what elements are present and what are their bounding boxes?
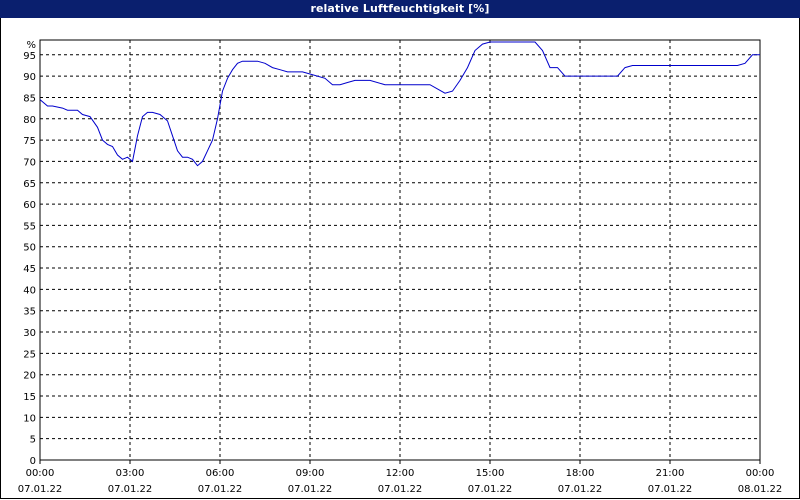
y-tick-label: 70: [23, 157, 36, 168]
y-tick-label: 80: [23, 115, 36, 126]
y-tick-label: 10: [23, 413, 36, 424]
y-tick-label: 60: [23, 200, 36, 211]
x-tick-date-label: 07.01.22: [288, 484, 333, 495]
x-tick-time-label: 15:00: [476, 468, 505, 479]
y-tick-label: 50: [23, 243, 36, 254]
x-tick-time-label: 09:00: [296, 468, 325, 479]
y-tick-label: 75: [23, 136, 36, 147]
y-tick-label: 65: [23, 179, 36, 190]
plot-frame: [39, 39, 761, 461]
y-tick-label: 45: [23, 264, 36, 275]
x-tick-time-label: 21:00: [656, 468, 685, 479]
chart-title: relative Luftfeuchtigkeit [%]: [0, 0, 800, 18]
x-tick-date-label: 07.01.22: [18, 484, 63, 495]
x-tick-time-label: 18:00: [566, 468, 595, 479]
y-tick-label: 5: [30, 435, 36, 446]
x-tick-date-label: 07.01.22: [378, 484, 423, 495]
y-tick-label: 55: [23, 221, 36, 232]
y-tick-label: 95: [23, 51, 36, 62]
y-tick-label: 85: [23, 93, 36, 104]
humidity-series-line: [39, 41, 760, 167]
x-tick-date-label: 07.01.22: [648, 484, 693, 495]
y-tick-label: 40: [23, 285, 36, 296]
x-tick-date-label: 07.01.22: [468, 484, 513, 495]
y-tick-label: 15: [23, 392, 36, 403]
x-tick-date-label: 07.01.22: [198, 484, 243, 495]
x-tick-date-label: 08.01.22: [738, 484, 783, 495]
x-tick-time-label: 03:00: [116, 468, 145, 479]
x-tick-time-label: 00:00: [746, 468, 775, 479]
y-tick-label: 0: [30, 456, 36, 467]
y-tick-label: 20: [23, 371, 36, 382]
y-tick-label: 30: [23, 328, 36, 339]
x-tick-time-label: 06:00: [206, 468, 235, 479]
x-tick-date-label: 07.01.22: [558, 484, 603, 495]
x-tick-time-label: 12:00: [386, 468, 415, 479]
x-tick-time-label: 00:00: [26, 468, 55, 479]
y-axis-label: %: [26, 40, 36, 51]
y-tick-label: 25: [23, 349, 36, 360]
y-tick-label: 35: [23, 307, 36, 318]
y-tick-label: 90: [23, 72, 36, 83]
x-tick-date-label: 07.01.22: [108, 484, 153, 495]
